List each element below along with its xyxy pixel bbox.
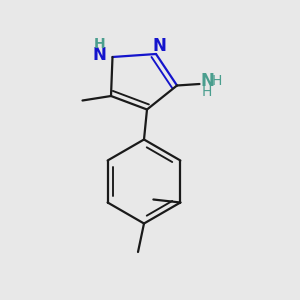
Text: N: N	[93, 46, 107, 64]
Text: N: N	[200, 72, 214, 90]
Text: H: H	[94, 38, 106, 51]
Text: H: H	[212, 74, 222, 88]
Text: H: H	[202, 85, 212, 99]
Text: N: N	[153, 37, 166, 55]
